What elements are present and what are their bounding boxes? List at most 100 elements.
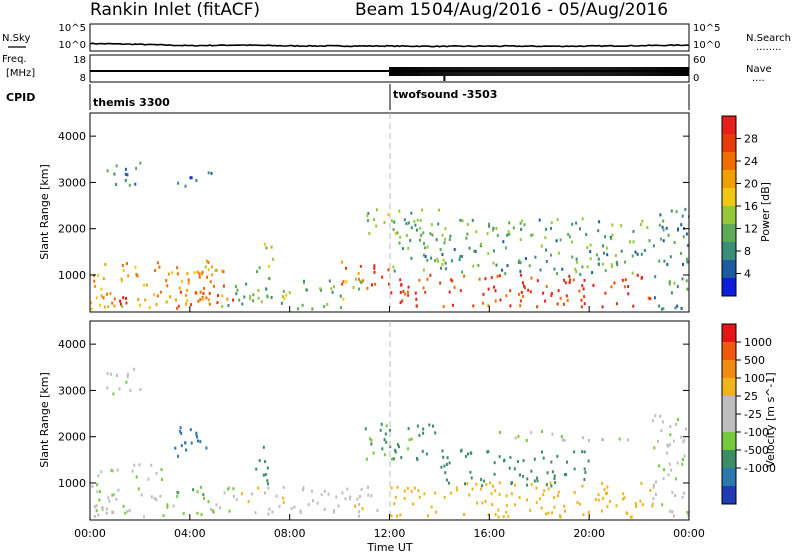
heatmap-cell	[364, 427, 367, 431]
heatmap-cell	[252, 299, 254, 303]
heatmap-cell	[383, 221, 386, 224]
heatmap-cell	[675, 423, 677, 426]
heatmap-cell	[373, 264, 376, 268]
heatmap-cell	[387, 268, 390, 272]
heatmap-cell	[514, 436, 517, 440]
heatmap-cell	[540, 430, 543, 434]
heatmap-cell	[215, 503, 218, 507]
heatmap-cell	[610, 237, 613, 241]
heatmap-cell	[426, 277, 429, 281]
heatmap-cell	[441, 233, 444, 237]
heatmap-cell	[199, 485, 202, 489]
heatmap-cell	[536, 279, 539, 283]
heatmap-cell	[137, 487, 140, 491]
heatmap-cell	[605, 246, 608, 250]
heatmap-cell	[221, 304, 224, 308]
heatmap-cell	[330, 287, 333, 291]
heatmap-cell	[388, 282, 390, 286]
heatmap-cell	[209, 280, 212, 284]
heatmap-cell	[434, 259, 437, 263]
heatmap-cell	[493, 472, 496, 476]
heatmap-cell	[373, 218, 375, 222]
heatmap-cell	[396, 231, 399, 235]
heatmap-cell	[424, 290, 427, 294]
heatmap-cell	[597, 229, 600, 233]
heatmap-cell	[95, 509, 98, 513]
heatmap-cell	[492, 249, 495, 253]
heatmap-cell	[553, 496, 556, 499]
heatmap-cell	[415, 304, 418, 308]
heatmap-cell	[335, 495, 338, 499]
heatmap-cell	[482, 292, 485, 296]
heatmap-cell	[581, 265, 584, 269]
heatmap-cell	[366, 286, 369, 290]
heatmap-cell	[567, 232, 570, 236]
heatmap-cell	[551, 511, 554, 515]
heatmap-cell	[668, 443, 671, 447]
heatmap-cell	[576, 260, 578, 264]
nave-right-tick-bottom: 0	[693, 73, 699, 84]
heatmap-cell	[171, 271, 174, 275]
heatmap-cell	[118, 387, 121, 391]
heatmap-cell	[410, 489, 413, 493]
heatmap-cell	[686, 260, 689, 264]
heatmap-cell	[392, 228, 395, 232]
heatmap-cell	[390, 219, 393, 223]
heatmap-cell	[525, 439, 528, 442]
heatmap-cell	[601, 305, 604, 309]
heatmap-cell	[622, 492, 625, 496]
heatmap-cell	[267, 482, 270, 486]
heatmap-cell	[432, 424, 434, 428]
heatmap-cell	[576, 501, 579, 504]
heatmap-cell	[199, 298, 202, 302]
heatmap-cell	[367, 212, 370, 215]
heatmap-cell	[580, 305, 583, 309]
heatmap-cell	[466, 482, 469, 486]
heatmap-cell	[133, 463, 136, 467]
heatmap-cell	[119, 299, 122, 303]
heatmap-cell	[124, 179, 127, 182]
heatmap-cell	[668, 462, 671, 466]
heatmap-cell	[91, 484, 94, 488]
heatmap-cell	[514, 503, 517, 507]
heatmap-cell	[469, 470, 472, 474]
x-tick-label: 20:00	[573, 527, 605, 540]
heatmap-cell	[134, 182, 137, 186]
heatmap-cell	[430, 223, 433, 227]
heatmap-cell	[112, 392, 115, 396]
heatmap-cell	[682, 458, 684, 462]
heatmap-cell	[474, 249, 477, 253]
heatmap-cell	[684, 207, 687, 211]
heatmap-cell	[662, 228, 665, 232]
heatmap-cell	[210, 171, 213, 175]
heatmap-cell	[140, 493, 143, 497]
heatmap-cell	[493, 461, 496, 465]
heatmap-cell	[116, 468, 119, 472]
heatmap-cell	[469, 451, 472, 455]
heatmap-cell	[293, 505, 296, 509]
heatmap-cell	[686, 244, 689, 247]
heatmap-cell	[405, 234, 408, 237]
heatmap-cell	[113, 172, 116, 176]
heatmap-cell	[674, 494, 677, 497]
heatmap-cell	[341, 491, 344, 495]
heatmap-cell	[394, 448, 397, 452]
heatmap-cell	[203, 287, 205, 290]
colorbar-swatch	[722, 342, 736, 361]
heatmap-cell	[139, 387, 142, 391]
heatmap-cell	[232, 298, 235, 302]
heatmap-cell	[257, 288, 260, 292]
heatmap-cell	[652, 485, 655, 489]
heatmap-cell	[120, 279, 123, 283]
time-axis: 00:00 04:00 08:00 12:00 16:00 20:00 00:00	[74, 306, 705, 540]
heatmap-cell	[370, 442, 373, 446]
heatmap-cell	[409, 239, 412, 243]
heatmap-cell	[602, 244, 604, 248]
heatmap-cell	[96, 490, 99, 494]
heatmap-cell	[574, 267, 577, 271]
heatmap-cell	[262, 445, 265, 449]
heatmap-cell	[115, 164, 118, 168]
heatmap-cell	[487, 450, 490, 454]
heatmap-cell	[150, 495, 153, 499]
heatmap-cell	[578, 289, 581, 293]
